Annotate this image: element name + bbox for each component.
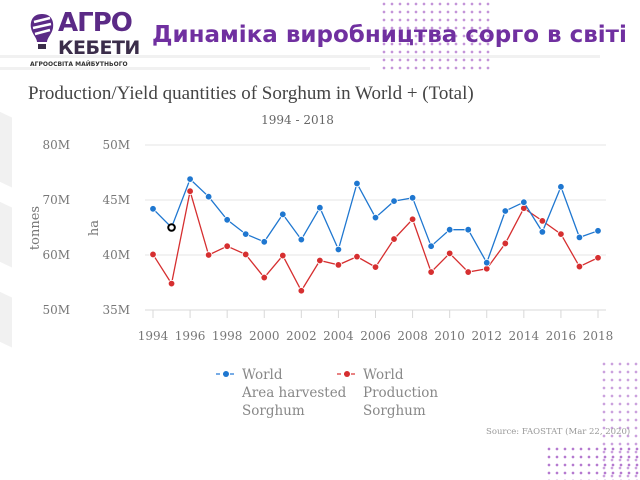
data-point [483,265,491,273]
data-point [520,198,528,206]
legend-marker-red [337,371,357,377]
y-axis-title-ha: ha [87,220,102,236]
data-point [408,194,417,202]
y-tick-label-tonnes: 80M [42,138,70,152]
data-point [242,250,250,259]
legend-marker-blue [216,371,236,377]
data-point [223,216,231,224]
data-point [390,235,398,243]
slide-title: Динаміка виробництва сорго в світі [152,22,627,48]
x-tick-label: 2000 [249,329,280,343]
chart-subtitle: 1994 - 2018 [261,113,334,127]
data-point [149,250,157,259]
y-tick-label-tonnes: 60M [42,248,70,262]
x-tick-label: 2006 [360,329,391,343]
x-tick-label: 2016 [546,329,577,343]
data-point [594,254,602,262]
logo-tagline: АГРООСВІТА МАЙБУТНЬОГО [30,61,128,68]
data-point [186,175,194,183]
y-tick-label-ha: 45M [102,193,130,207]
data-point [371,263,380,271]
y-tick-label-ha: 35M [102,303,130,317]
x-tick-label: 1998 [212,329,243,343]
data-point [353,252,361,261]
data-point [445,249,454,258]
data-point [390,197,398,205]
y-tick-label-ha: 50M [102,138,130,152]
data-point [149,205,157,213]
x-tick-label: 2004 [323,329,354,343]
legend-label: Production [363,385,439,401]
x-tick-label: 2010 [434,329,465,343]
data-point [501,207,509,215]
data-point [167,279,176,288]
data-point [427,242,435,250]
data-point [501,239,509,248]
data-point [483,259,491,267]
data-point [445,225,454,234]
data-point [204,251,213,259]
legend-label: World [363,367,404,383]
data-point [204,192,213,201]
legend-item-production[interactable]: World Production Sorghum [337,366,438,420]
decor-band [0,67,370,70]
data-point [297,287,306,295]
data-point [353,179,361,188]
x-tick-label: 2002 [286,329,317,343]
chart-title: Production/Yield quantities of Sorghum i… [28,83,474,104]
x-tick-label: 1994 [138,329,169,343]
data-point [334,261,343,269]
logo-text: КЕБЕТИ [58,37,140,59]
x-tick-label: 2008 [397,329,428,343]
decor-dots [380,0,490,70]
data-point [464,268,472,276]
logo [28,12,56,52]
data-point [279,210,287,218]
data-point [557,230,565,238]
logo-text: АГРО [58,8,133,38]
data-point [464,225,472,234]
data-point [575,233,584,242]
data-point [260,238,268,246]
data-point [594,227,602,235]
lightbulb-icon [30,14,54,49]
hovered-data-point [167,223,176,232]
x-tick-label: 1996 [175,329,206,343]
legend-label: World [242,367,283,383]
legend-label: Area harvested [242,385,347,401]
x-tick-label: 2014 [509,329,540,343]
decor-band [0,55,600,58]
data-point [316,256,324,265]
data-point [279,251,287,260]
data-point [371,213,380,222]
legend-item-area[interactable]: World Area harvested Sorghum [216,366,346,420]
legend-label: Sorghum [363,403,426,419]
y-tick-label-ha: 40M [102,248,130,262]
x-tick-label: 2012 [471,329,502,343]
data-point [242,230,250,238]
data-point [186,187,194,195]
data-point [334,245,343,254]
data-point [575,262,584,271]
x-tick-label: 2018 [583,329,614,343]
data-point [538,217,547,225]
data-point [408,215,417,223]
y-tick-label-tonnes: 70M [42,193,70,207]
y-tick-label-tonnes: 50M [42,303,70,317]
series-line [152,191,599,293]
data-point [557,183,565,191]
data-point [316,203,324,212]
y-axis-title-tonnes: tonnes [28,206,43,250]
data-point [538,228,547,236]
data-point [427,268,435,276]
legend-label: Sorghum [242,403,305,419]
source-note: Source: FAOSTAT (Mar 22, 2020) [486,427,631,437]
data-point [260,273,268,282]
data-point [297,235,306,244]
decor-dots [545,445,640,480]
data-point [223,242,231,250]
